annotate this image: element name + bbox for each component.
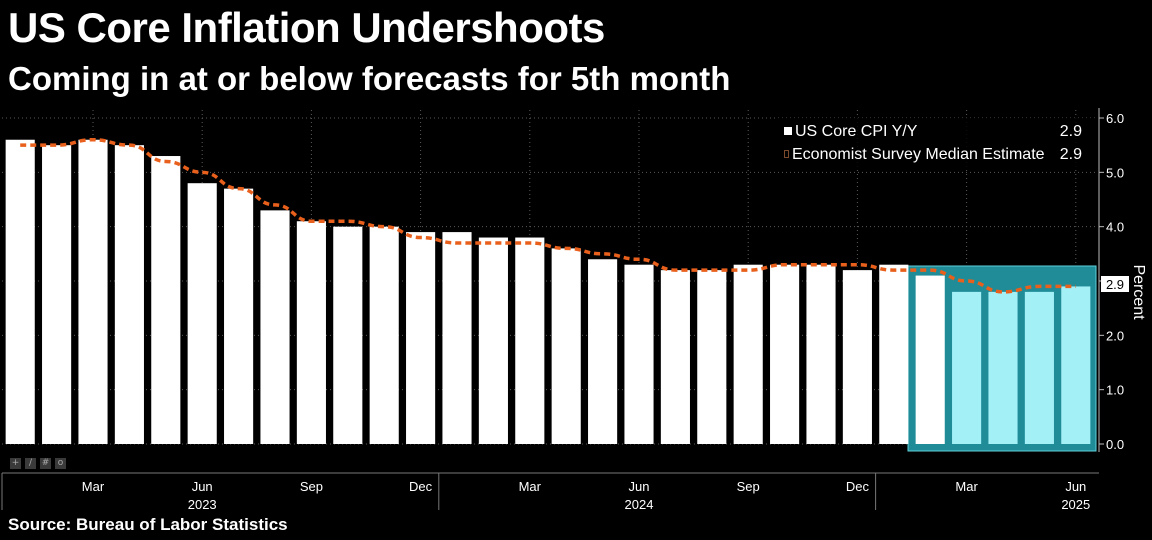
bar: [296, 221, 326, 444]
estimate-line: [20, 137, 1076, 294]
bar: [515, 237, 545, 444]
legend-value: 2.9: [1059, 146, 1082, 163]
x-tick-label: Dec: [846, 479, 870, 494]
bar: [260, 210, 290, 444]
crosshair-icon[interactable]: +: [10, 458, 21, 469]
x-year-label: 2024: [625, 497, 654, 510]
y-tick-label: 2.0: [1106, 328, 1124, 343]
chart-toolbar: + / # o: [10, 458, 66, 469]
x-tick-label: Mar: [519, 479, 542, 494]
legend-label: US Core CPI Y/Y: [795, 123, 918, 140]
legend-value: 2.9: [1059, 123, 1082, 140]
bar: [442, 232, 472, 444]
last-value-badge: [1101, 276, 1129, 292]
y-tick-label: 4.0: [1106, 220, 1124, 235]
bar: [5, 139, 35, 444]
x-tick-label: Mar: [82, 479, 105, 494]
bar: [588, 259, 618, 444]
chart-area: 0.01.02.03.04.05.06.0 MarJunSepDecMarJun…: [1, 108, 1147, 510]
pencil-icon[interactable]: /: [25, 458, 36, 469]
bar: [806, 264, 836, 444]
x-tick-label: Jun: [192, 479, 213, 494]
bar: [114, 145, 144, 444]
last-value-text: 2.9: [1106, 277, 1124, 292]
chart-title: US Core Inflation Undershoots: [8, 4, 605, 51]
bar: [478, 237, 508, 444]
bar: [369, 226, 399, 444]
bars: [5, 139, 1091, 445]
bar: [697, 270, 727, 444]
bar: [988, 291, 1018, 444]
legend-item-estimate: Economist Survey Median Estimate 2.9: [784, 144, 1090, 166]
bar: [1024, 291, 1054, 444]
bar: [770, 264, 800, 444]
x-tick-label: Jun: [1065, 479, 1086, 494]
y-axis-title: Percent: [1130, 264, 1147, 320]
bar: [952, 291, 982, 444]
x-tick-label: Sep: [737, 479, 760, 494]
bar: [915, 275, 945, 444]
source-note: Source: Bureau of Labor Statistics: [0, 512, 1152, 540]
chart-subtitle: Coming in at or below forecasts for 5th …: [8, 60, 731, 97]
bar: [660, 270, 690, 444]
x-tick-label: Sep: [300, 479, 323, 494]
x-year-label: 2025: [1061, 497, 1090, 510]
bar: [78, 139, 108, 444]
bar: [842, 270, 872, 444]
y-tick-label: 0.0: [1106, 437, 1124, 452]
legend-swatch-line: [784, 150, 789, 158]
legend-item-core-cpi: US Core CPI Y/Y 2.9: [784, 121, 1090, 143]
bar: [733, 264, 763, 444]
x-tick-label: Mar: [955, 479, 978, 494]
zoom-icon[interactable]: o: [55, 458, 66, 469]
bar: [151, 156, 181, 445]
y-tick-label: 5.0: [1106, 165, 1124, 180]
x-year-label: 2023: [188, 497, 217, 510]
bar: [624, 264, 654, 444]
legend-label: Economist Survey Median Estimate: [792, 146, 1045, 163]
bar: [879, 264, 909, 444]
last-value-marker: 2.9: [1101, 276, 1129, 292]
bar: [551, 248, 581, 444]
bar: [42, 145, 72, 444]
y-tick-label: 1.0: [1106, 383, 1124, 398]
x-tick-label: Jun: [629, 479, 650, 494]
gridlines: [2, 110, 1098, 445]
bar: [187, 183, 217, 444]
bar: [1061, 286, 1091, 444]
grid-icon[interactable]: #: [40, 458, 51, 469]
bar: [224, 188, 254, 444]
x-axis: Mar Jun Sep Dec Mar Jun Sep Dec Mar Jun 2023 2024 20…: [1, 472, 1099, 510]
legend: US Core CPI Y/Y 2.9 Economist Survey Med…: [778, 118, 1096, 170]
bar: [333, 226, 363, 444]
y-tick-label: 6.0: [1106, 111, 1124, 126]
x-tick-label: Dec: [409, 479, 433, 494]
legend-swatch-bar: [784, 127, 792, 135]
bar: [406, 232, 436, 444]
